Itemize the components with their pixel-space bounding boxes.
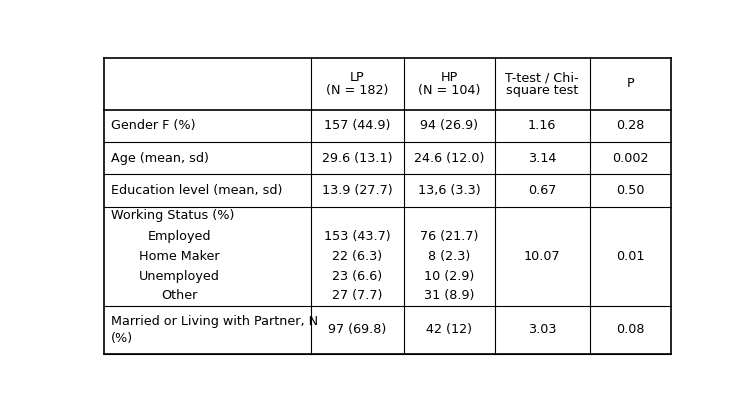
Text: 1.16: 1.16 xyxy=(528,119,557,132)
Text: 42 (12): 42 (12) xyxy=(426,323,472,336)
Text: (N = 182): (N = 182) xyxy=(326,84,388,97)
Text: 0.28: 0.28 xyxy=(616,119,645,132)
Text: 31 (8.9): 31 (8.9) xyxy=(424,289,474,302)
Text: 94 (26.9): 94 (26.9) xyxy=(420,119,478,132)
Text: Employed: Employed xyxy=(147,230,211,243)
Text: 22 (6.3): 22 (6.3) xyxy=(332,250,382,263)
Text: 153 (43.7): 153 (43.7) xyxy=(324,230,390,243)
Text: HP: HP xyxy=(441,71,458,84)
Text: 0.67: 0.67 xyxy=(528,184,557,197)
Text: 97 (69.8): 97 (69.8) xyxy=(328,323,387,336)
Text: 8 (2.3): 8 (2.3) xyxy=(428,250,470,263)
Text: 3.14: 3.14 xyxy=(528,152,557,165)
Text: Home Maker: Home Maker xyxy=(139,250,220,263)
Text: 157 (44.9): 157 (44.9) xyxy=(324,119,390,132)
Text: 10.07: 10.07 xyxy=(524,250,560,263)
Text: Age (mean, sd): Age (mean, sd) xyxy=(111,152,209,165)
Text: 76 (21.7): 76 (21.7) xyxy=(420,230,478,243)
Text: 0.50: 0.50 xyxy=(616,184,645,197)
Text: 3.03: 3.03 xyxy=(528,323,557,336)
Text: LP: LP xyxy=(350,71,364,84)
Text: (%): (%) xyxy=(111,332,133,345)
Text: 24.6 (12.0): 24.6 (12.0) xyxy=(414,152,485,165)
Text: T-test / Chi-: T-test / Chi- xyxy=(506,71,579,84)
Text: 0.01: 0.01 xyxy=(616,250,645,263)
Text: Gender F (%): Gender F (%) xyxy=(111,119,195,132)
Text: 29.6 (13.1): 29.6 (13.1) xyxy=(322,152,393,165)
Text: 0.002: 0.002 xyxy=(613,152,649,165)
Text: Other: Other xyxy=(161,289,197,302)
Text: 23 (6.6): 23 (6.6) xyxy=(332,270,382,283)
Text: P: P xyxy=(627,78,634,91)
Text: (N = 104): (N = 104) xyxy=(418,84,480,97)
Text: 27 (7.7): 27 (7.7) xyxy=(332,289,382,302)
Text: 10 (2.9): 10 (2.9) xyxy=(424,270,474,283)
Text: 13,6 (3.3): 13,6 (3.3) xyxy=(418,184,480,197)
Text: Working Status (%): Working Status (%) xyxy=(111,209,234,222)
Text: Married or Living with Partner, N: Married or Living with Partner, N xyxy=(111,315,318,328)
Text: square test: square test xyxy=(506,84,578,97)
Text: Education level (mean, sd): Education level (mean, sd) xyxy=(111,184,282,197)
Text: Unemployed: Unemployed xyxy=(139,270,220,283)
Text: 0.08: 0.08 xyxy=(616,323,645,336)
Text: 13.9 (27.7): 13.9 (27.7) xyxy=(322,184,393,197)
